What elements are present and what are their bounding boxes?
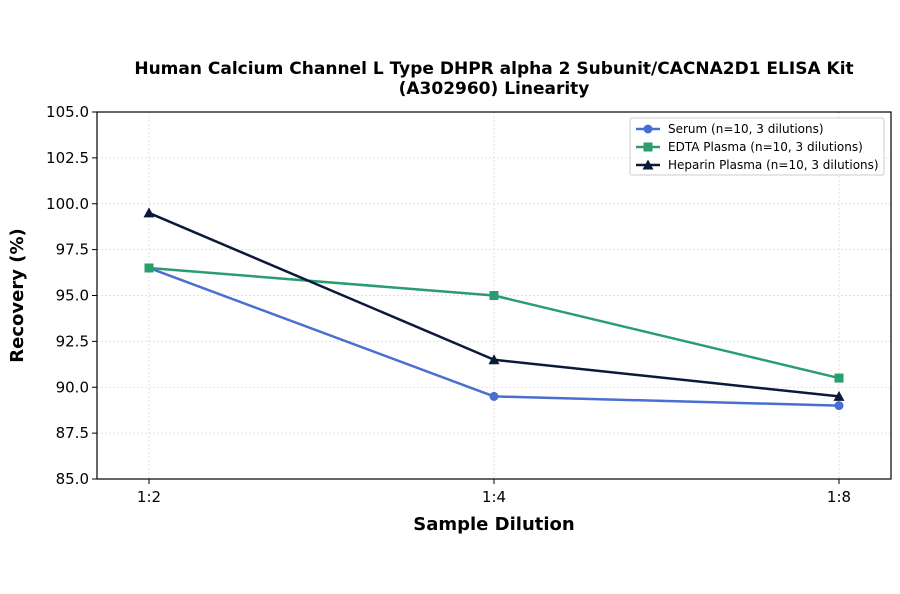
y-tick-label: 97.5 xyxy=(56,241,89,259)
legend-label: Heparin Plasma (n=10, 3 dilutions) xyxy=(668,158,879,172)
y-tick-label: 87.5 xyxy=(56,424,89,442)
y-tick-label: 95.0 xyxy=(56,287,89,305)
x-tick-label: 1:2 xyxy=(137,488,161,506)
y-tick-label: 92.5 xyxy=(56,332,89,350)
legend-label: EDTA Plasma (n=10, 3 dilutions) xyxy=(668,140,863,154)
legend-item: Heparin Plasma (n=10, 3 dilutions) xyxy=(636,158,879,172)
chart-title-line-2: (A302960) Linearity xyxy=(399,79,590,99)
data-point xyxy=(490,392,499,401)
chart-title-line-1: Human Calcium Channel L Type DHPR alpha … xyxy=(134,59,853,79)
x-tick-label: 1:8 xyxy=(827,488,851,506)
legend-label: Serum (n=10, 3 dilutions) xyxy=(668,122,824,136)
y-tick-label: 105.0 xyxy=(46,103,89,121)
x-axis-label: Sample Dilution xyxy=(413,514,574,535)
legend-marker xyxy=(644,125,653,134)
legend-marker xyxy=(644,143,653,152)
data-point xyxy=(490,291,499,300)
y-tick-label: 90.0 xyxy=(56,378,89,396)
x-tick-label: 1:4 xyxy=(482,488,506,506)
y-axis-label: Recovery (%) xyxy=(7,228,28,362)
x-axis-ticks: 1:2 1:4 1:8 xyxy=(137,479,851,506)
y-tick-label: 85.0 xyxy=(56,470,89,488)
legend: Serum (n=10, 3 dilutions) EDTA Plasma (n=… xyxy=(630,118,884,175)
data-point xyxy=(144,207,155,217)
y-axis-ticks: 85.0 87.5 90.0 92.5 95.0 97.5 100.0 102.5 105.0 xyxy=(46,103,97,488)
chart-title: Human Calcium Channel L Type DHPR alpha … xyxy=(134,59,853,99)
data-point xyxy=(835,374,844,383)
data-point xyxy=(835,401,844,410)
y-tick-label: 102.5 xyxy=(46,149,89,167)
legend-item: EDTA Plasma (n=10, 3 dilutions) xyxy=(636,140,863,154)
data-point xyxy=(145,263,154,272)
y-tick-label: 100.0 xyxy=(46,195,89,213)
